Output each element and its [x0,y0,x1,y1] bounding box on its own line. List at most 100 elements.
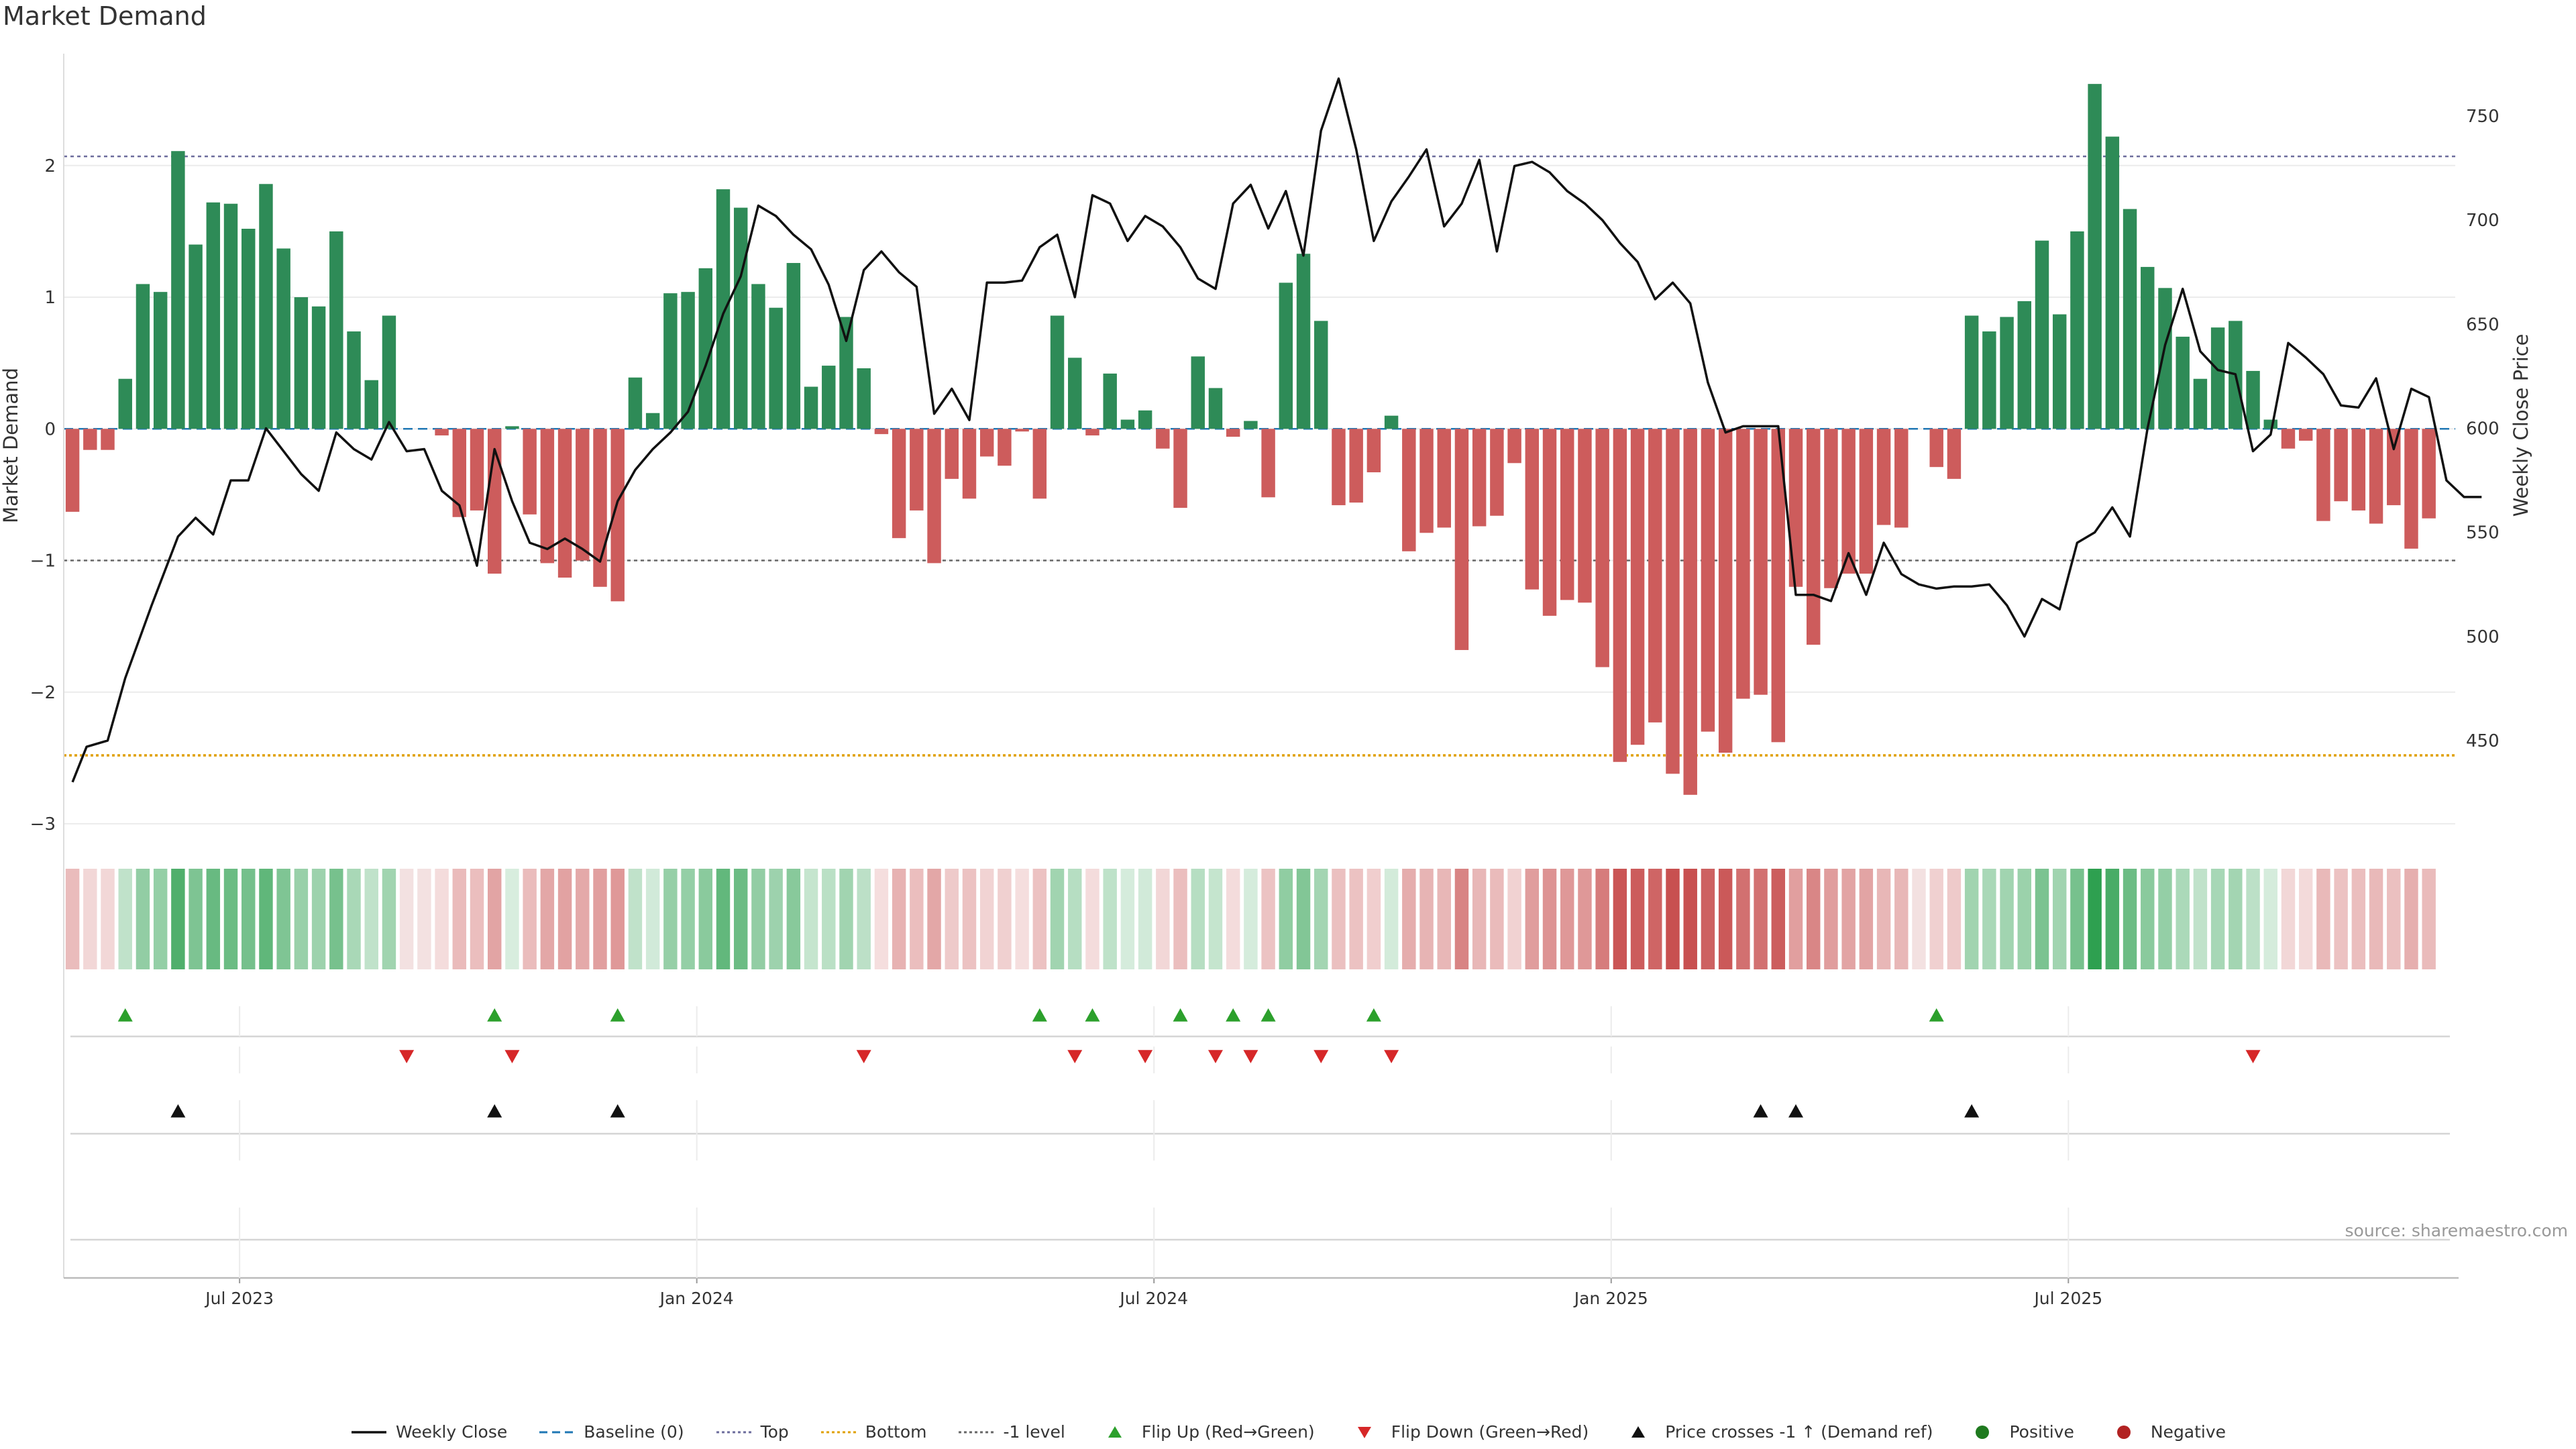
heat-cell [945,869,959,969]
demand-bar [2035,240,2049,429]
demand-bar [1138,410,1152,429]
heat-cell [523,869,537,969]
demand-bar [1156,429,1170,449]
heat-cell [65,869,80,969]
demand-bar [804,386,818,429]
heat-cell [733,869,748,969]
legend-label: Price crosses -1 ↑ (Demand ref) [1665,1422,1933,1442]
heat-cell [118,869,132,969]
demand-bar [65,429,80,512]
flip-down-marker [1208,1050,1223,1063]
demand-bar [1244,421,1258,429]
legend-label: Baseline (0) [584,1422,684,1442]
demand-bar [1490,429,1504,516]
heat-cell [979,869,994,969]
flip-down-marker [1384,1050,1399,1063]
demand-bar [1771,429,1786,743]
heat-cell [2229,869,2243,969]
heat-cell [382,869,396,969]
event-panels [70,1006,2450,1278]
legend-label: -1 level [1003,1422,1065,1442]
heat-cell [136,869,150,969]
demand-bar [2246,370,2260,429]
demand-bar [1068,358,1082,429]
heat-cell [241,869,256,969]
heat-cell [1191,869,1205,969]
price-cross-marker [487,1104,502,1118]
demand-bar [223,203,238,429]
demand-bar [2387,429,2401,506]
flip-down-marker [1243,1050,1258,1063]
flip-up-marker [487,1008,502,1022]
demand-bar [733,207,748,429]
demand-bar [523,429,537,515]
demand-bar [1578,429,1592,603]
demand-bar [364,380,378,429]
demand-bar [1472,429,1487,527]
demand-bar [1015,429,1029,432]
heat-cell [1120,869,1135,969]
heat-cell [769,869,783,969]
legend-swatch [716,1431,751,1433]
demand-bar [2298,429,2313,441]
demand-bar [1613,429,1627,762]
heat-cell [488,869,502,969]
price-cross-marker [170,1104,186,1118]
demand-bar [1648,429,1662,722]
heat-cell [2316,869,2330,969]
heat-cell [1824,869,1838,969]
y-tick-label: 1 [44,288,56,308]
heat-cell [1068,869,1082,969]
heat-cell [2088,869,2102,969]
legend-swatch [539,1431,575,1433]
demand-bar [1085,429,1099,436]
heat-cell [698,869,713,969]
legend-item: Negative [2105,1422,2226,1442]
heat-cell [804,869,818,969]
demand-bar [576,429,590,561]
heat-cell [171,869,185,969]
y2-tick-label: 550 [2466,523,2500,543]
heat-cell [2298,869,2313,969]
demand-bar [610,429,625,602]
demand-bar [1279,282,1293,429]
heat-cell [910,869,924,969]
demand-bar [1894,429,1909,528]
heat-cell [1648,869,1662,969]
demand-bar [998,429,1012,466]
heat-cell [1613,869,1627,969]
legend-swatch [2116,1425,2131,1439]
heat-cell [1560,869,1574,969]
demand-bar [118,378,132,429]
demand-bar [1314,321,1328,429]
demand-bar [945,429,959,479]
demand-bar [1630,429,1645,745]
axis-layer: 2 1 0 −1 −2 −3 750 700 650 600 550 500 450 Market Dem… [0,54,2532,1308]
demand-bar [822,366,836,429]
demand-bar [1507,429,1521,464]
heat-cell [1173,869,1187,969]
flip-up-marker [1173,1008,1188,1022]
demand-bar [1208,388,1223,429]
legend-item: Flip Up (Red→Green) [1096,1422,1315,1442]
demand-bar [1754,429,1768,695]
heat-cell [962,869,977,969]
demand-bar [382,315,396,429]
flip-up-marker [117,1008,133,1022]
demand-bar [628,377,643,429]
flip-down-marker [1313,1050,1329,1063]
heat-cell [1595,869,1609,969]
heat-cell [822,869,836,969]
heat-cell [557,869,572,969]
demand-bar [2123,209,2137,429]
demand-bar [910,429,924,511]
legend-label: Weekly Close [395,1422,508,1442]
demand-bar [2369,429,2383,524]
flip-down-marker [1067,1050,1083,1063]
heat-cell [1032,869,1047,969]
heat-cell [1015,869,1029,969]
legend-swatch [1357,1426,1371,1438]
heat-cell [2263,869,2277,969]
demand-bar [1718,429,1733,753]
heat-cell [452,869,467,969]
